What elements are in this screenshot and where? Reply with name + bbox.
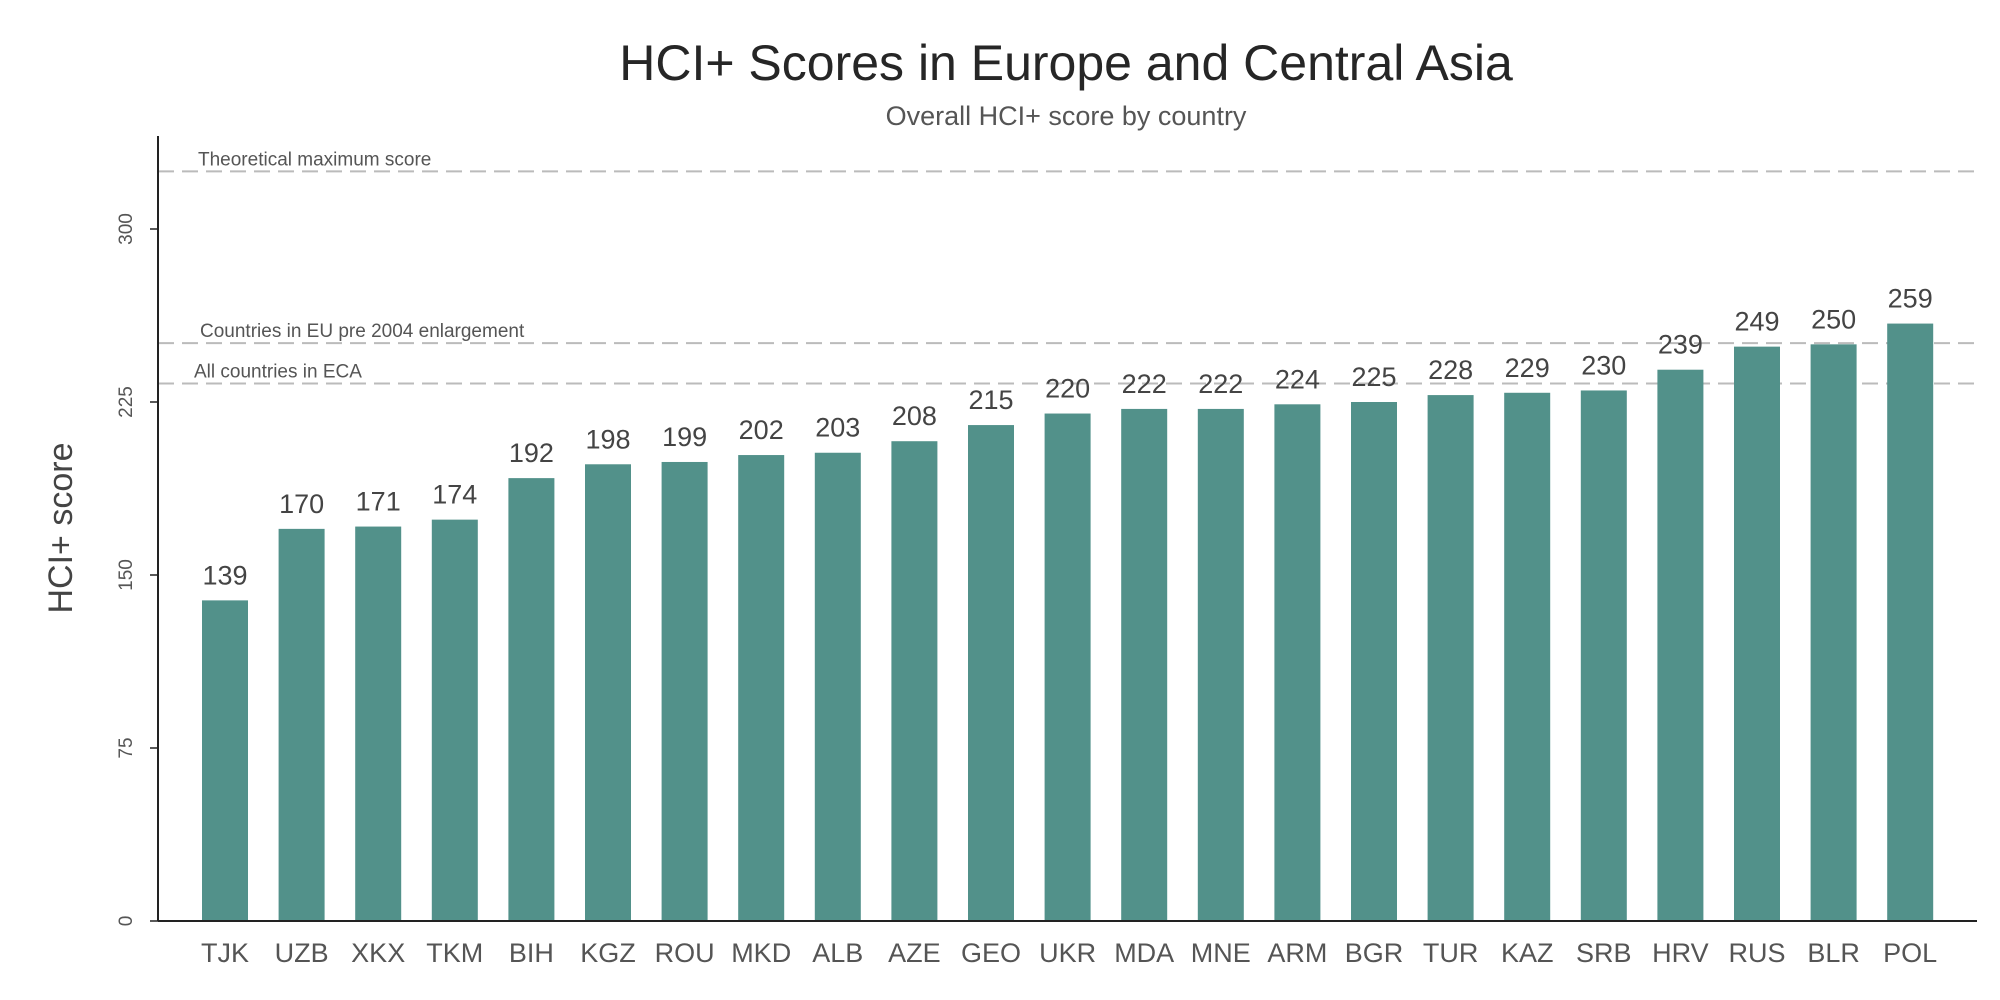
bar-mkd: [738, 455, 785, 921]
data-label-arm: 224: [1275, 364, 1320, 394]
x-tick-label-mne: MNE: [1191, 938, 1251, 968]
y-tick-label: 300: [116, 213, 137, 245]
bar-pol: [1887, 323, 1934, 921]
bar-srb: [1580, 390, 1627, 921]
reference-line-label: All countries in ECA: [194, 362, 362, 383]
chart-title: HCI+ Scores in Europe and Central Asia: [619, 35, 1513, 91]
x-tick-label-alb: ALB: [812, 938, 863, 968]
data-label-alb: 203: [815, 413, 860, 443]
data-label-pol: 259: [1888, 284, 1933, 314]
bar-mda: [1121, 408, 1168, 921]
x-tick-label-blr: BLR: [1807, 938, 1860, 968]
bar-mne: [1197, 408, 1244, 921]
reference-line-label: Theoretical maximum score: [198, 149, 431, 170]
y-axis-label: HCI+ score: [42, 443, 80, 614]
bar-xkx: [355, 526, 402, 921]
data-labels-group: 139 170 171 174 192 198 199 202 203 208 215 220 222 2…: [202, 284, 1932, 591]
data-label-tur: 228: [1428, 355, 1473, 385]
bar-bgr: [1351, 402, 1397, 921]
data-label-aze: 208: [892, 401, 937, 431]
data-label-hrv: 239: [1658, 330, 1703, 360]
x-tick-label-mkd: MKD: [731, 938, 791, 968]
data-label-geo: 215: [968, 385, 1013, 415]
x-tick-label-tjk: TJK: [201, 938, 249, 968]
data-label-mne: 222: [1198, 369, 1243, 399]
bar-bih: [508, 478, 555, 921]
x-tick-label-tur: TUR: [1423, 938, 1479, 968]
data-label-tkm: 174: [432, 480, 477, 510]
bar-aze: [891, 441, 938, 921]
x-tick-label-aze: AZE: [888, 938, 941, 968]
chart-subtitle: Overall HCI+ score by country: [886, 101, 1247, 131]
bar-blr: [1810, 344, 1857, 921]
x-tick-label-xkx: XKX: [351, 938, 405, 968]
x-ticks-group: TJK UZB XKX TKM BIH KGZ ROU MKD ALB AZE GEO UKR MDA M…: [201, 938, 1937, 968]
data-label-uzb: 170: [279, 489, 324, 519]
x-tick-label-arm: ARM: [1267, 938, 1327, 968]
bar-rou: [661, 461, 708, 921]
x-tick-label-srb: SRB: [1576, 938, 1632, 968]
x-tick-label-geo: GEO: [961, 938, 1021, 968]
x-tick-label-bih: BIH: [509, 938, 554, 968]
data-label-rou: 199: [662, 422, 707, 452]
x-tick-label-rus: RUS: [1728, 938, 1785, 968]
x-tick-label-tkm: TKM: [426, 938, 483, 968]
x-tick-label-mda: MDA: [1114, 938, 1174, 968]
x-tick-label-hrv: HRV: [1652, 938, 1709, 968]
bar-alb: [814, 452, 861, 921]
reference-line-label: Countries in EU pre 2004 enlargement: [200, 321, 525, 342]
x-tick-label-kgz: KGZ: [580, 938, 636, 968]
y-tick-label: 225: [116, 386, 137, 418]
reference-lines: Theoretical maximum score Countries in EU…: [158, 149, 1977, 385]
bar-kgz: [585, 464, 631, 921]
bar-arm: [1274, 404, 1321, 922]
data-label-kgz: 198: [585, 424, 630, 454]
bar-tur: [1427, 395, 1474, 922]
bar-geo: [968, 425, 1014, 921]
bar-uzb: [278, 528, 325, 921]
y-tick-label: 0: [116, 916, 137, 927]
bar-tkm: [431, 519, 478, 921]
data-label-kaz: 229: [1505, 353, 1550, 383]
bar-hrv: [1657, 369, 1704, 921]
data-label-mkd: 202: [739, 415, 784, 445]
data-label-srb: 230: [1581, 350, 1626, 380]
data-label-bih: 192: [509, 438, 554, 468]
data-label-blr: 250: [1811, 304, 1856, 334]
bar-ukr: [1044, 413, 1091, 921]
y-ticks-group: 0 75 150 225 300: [116, 213, 158, 926]
y-tick-label: 75: [116, 737, 137, 758]
data-label-ukr: 220: [1045, 374, 1090, 404]
bar-kaz: [1504, 392, 1551, 922]
y-tick-label: 150: [116, 559, 137, 591]
data-label-xkx: 171: [356, 487, 401, 517]
bar-rus: [1734, 346, 1780, 921]
data-label-mda: 222: [1122, 369, 1167, 399]
data-label-tjk: 139: [202, 560, 247, 590]
x-tick-label-ukr: UKR: [1039, 938, 1096, 968]
data-label-rus: 249: [1734, 307, 1779, 337]
x-tick-label-kaz: KAZ: [1501, 938, 1554, 968]
x-tick-label-bgr: BGR: [1345, 938, 1404, 968]
x-tick-label-uzb: UZB: [275, 938, 329, 968]
bar-tjk: [202, 600, 248, 921]
x-tick-label-rou: ROU: [655, 938, 715, 968]
x-tick-label-pol: POL: [1883, 938, 1937, 968]
data-label-bgr: 225: [1351, 362, 1396, 392]
bars-group: [202, 323, 1934, 922]
